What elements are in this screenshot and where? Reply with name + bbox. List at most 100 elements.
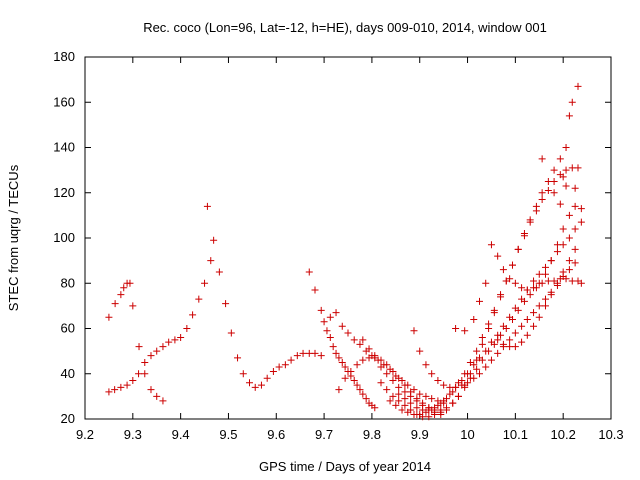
data-point bbox=[547, 291, 555, 299]
data-point bbox=[476, 297, 483, 305]
data-point bbox=[571, 245, 579, 253]
data-point bbox=[395, 374, 403, 382]
data-point bbox=[458, 381, 466, 389]
data-point bbox=[568, 98, 576, 106]
data-point bbox=[499, 266, 507, 274]
data-point bbox=[499, 322, 507, 330]
data-point bbox=[203, 202, 211, 210]
data-point bbox=[210, 236, 218, 244]
data-point bbox=[398, 406, 406, 414]
data-point bbox=[401, 401, 409, 409]
data-point bbox=[487, 356, 495, 364]
data-point bbox=[329, 343, 337, 351]
data-point bbox=[565, 266, 573, 274]
x-tick-label: 9.9 bbox=[411, 427, 429, 442]
data-point bbox=[147, 386, 155, 394]
data-point bbox=[311, 286, 319, 294]
data-point bbox=[407, 392, 415, 400]
data-point bbox=[520, 232, 528, 240]
data-point bbox=[494, 336, 502, 344]
y-tick-label: 60 bbox=[61, 321, 75, 336]
data-point bbox=[526, 218, 534, 226]
data-point bbox=[425, 406, 433, 414]
data-point bbox=[416, 410, 424, 418]
data-point bbox=[511, 329, 519, 337]
data-point bbox=[541, 263, 549, 271]
data-point bbox=[538, 196, 546, 204]
data-point bbox=[353, 381, 361, 389]
data-point bbox=[416, 390, 424, 398]
data-point bbox=[129, 377, 137, 385]
data-point bbox=[353, 361, 361, 369]
x-tick-label: 9.8 bbox=[363, 427, 381, 442]
data-point bbox=[464, 379, 472, 387]
data-point bbox=[413, 404, 421, 412]
data-point bbox=[392, 401, 400, 409]
data-point bbox=[511, 304, 519, 312]
data-point bbox=[574, 164, 582, 172]
data-point bbox=[565, 112, 573, 120]
data-point bbox=[485, 320, 493, 328]
data-point bbox=[326, 313, 334, 321]
data-point bbox=[359, 336, 367, 344]
data-point bbox=[335, 354, 343, 362]
data-point bbox=[452, 383, 460, 391]
data-point bbox=[550, 166, 558, 174]
data-point bbox=[571, 202, 579, 210]
plot-frame bbox=[84, 56, 612, 420]
data-point bbox=[371, 404, 379, 412]
data-point bbox=[407, 399, 415, 407]
data-point bbox=[571, 225, 579, 233]
data-point bbox=[556, 200, 564, 208]
y-tick-label: 120 bbox=[53, 185, 75, 200]
data-point bbox=[428, 395, 436, 403]
y-tick-label: 180 bbox=[53, 49, 75, 64]
data-point bbox=[553, 248, 561, 256]
data-point bbox=[362, 395, 370, 403]
data-point bbox=[281, 361, 289, 369]
data-point bbox=[518, 338, 526, 346]
x-tick-label: 9.6 bbox=[267, 427, 285, 442]
data-point bbox=[518, 295, 526, 303]
data-point bbox=[126, 279, 134, 287]
data-point bbox=[443, 395, 451, 403]
data-point bbox=[565, 211, 573, 219]
data-point bbox=[341, 363, 349, 371]
data-point bbox=[404, 408, 412, 416]
data-point bbox=[335, 386, 343, 394]
data-point bbox=[559, 225, 567, 233]
data-point bbox=[544, 186, 552, 194]
data-point bbox=[111, 386, 119, 394]
data-point bbox=[275, 363, 283, 371]
data-point bbox=[535, 270, 543, 278]
data-point bbox=[269, 367, 277, 375]
data-point bbox=[508, 261, 516, 269]
data-point bbox=[153, 347, 161, 355]
data-point bbox=[263, 374, 271, 382]
data-point bbox=[553, 241, 561, 249]
data-point bbox=[338, 358, 346, 366]
data-point bbox=[530, 322, 538, 330]
data-points bbox=[105, 82, 585, 421]
data-point bbox=[437, 399, 445, 407]
data-point bbox=[518, 322, 526, 330]
data-point bbox=[530, 309, 538, 317]
data-point bbox=[189, 311, 197, 319]
x-tick-label: 10.3 bbox=[598, 427, 623, 442]
data-point bbox=[332, 309, 340, 317]
data-point bbox=[461, 370, 469, 378]
data-point bbox=[347, 367, 355, 375]
data-point bbox=[506, 275, 514, 283]
data-point bbox=[497, 291, 505, 299]
data-point bbox=[234, 354, 242, 362]
data-point bbox=[323, 327, 331, 335]
data-point bbox=[383, 370, 391, 378]
data-point bbox=[257, 381, 265, 389]
y-tick-label: 40 bbox=[61, 366, 75, 381]
data-point bbox=[506, 336, 514, 344]
data-point bbox=[514, 245, 522, 253]
data-point bbox=[577, 218, 585, 226]
data-point bbox=[490, 306, 498, 314]
data-point bbox=[425, 413, 433, 421]
data-point bbox=[449, 388, 457, 396]
